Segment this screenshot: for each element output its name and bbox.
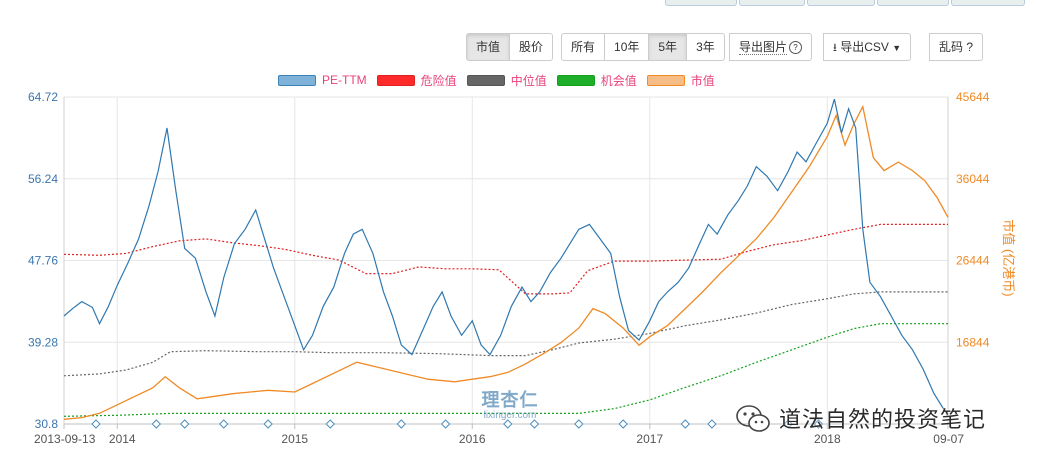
export-csv-label: 导出CSV — [840, 40, 889, 54]
event-marker — [680, 419, 690, 429]
y-left-tick-label: 30.8 — [35, 417, 59, 431]
legend-swatch-market-cap — [646, 74, 685, 86]
y-right-tick-label: 45644 — [956, 90, 990, 104]
wechat-signature: 道法自然的投资笔记 — [735, 402, 986, 434]
event-marker — [618, 419, 628, 429]
export-csv-group: ⭳ 导出CSV ▼ — [823, 33, 912, 61]
y-left-tick-label: 47.76 — [28, 254, 58, 268]
chart-legend: PE-TTM 危险值 中位值 机会值 市值 — [278, 72, 725, 88]
metric-toggle-group: 市值 股价 — [466, 33, 554, 61]
legend-label-pe-ttm: PE-TTM — [322, 73, 367, 87]
series-pe-ttm — [63, 98, 949, 415]
x-tick-label: 2015 — [281, 432, 308, 446]
download-icon: ⭳ — [833, 42, 837, 54]
event-marker — [396, 419, 406, 429]
watermark-en: lixinger.com — [483, 410, 537, 421]
event-marker — [179, 419, 190, 429]
export-image-label: 导出图片 — [739, 40, 788, 55]
range-toggle-group: 所有 10年 5年 3年 — [561, 33, 725, 61]
metric-price-button[interactable]: 股价 — [510, 33, 554, 61]
x-axis: 2013-09-13 2014 2015 2016 2017 2018 09-07 — [34, 424, 964, 446]
event-marker — [574, 419, 584, 429]
series-opportunity — [63, 323, 948, 417]
legend-item-opportunity[interactable]: 机会值 — [556, 72, 637, 89]
event-marker — [219, 419, 229, 429]
wechat-icon — [736, 405, 770, 432]
range-5y-button[interactable]: 5年 — [649, 33, 688, 61]
garbled-group: 乱码 ? — [929, 33, 984, 61]
legend-item-median[interactable]: 中位值 — [466, 72, 547, 89]
x-tick-label: 09-07 — [933, 432, 964, 446]
export-image-button[interactable]: 导出图片? — [729, 33, 813, 61]
legend-item-pe-ttm[interactable]: PE-TTM — [278, 73, 367, 87]
event-marker — [325, 419, 335, 429]
help-icon: ? — [789, 41, 803, 54]
legend-item-danger[interactable]: 危险值 — [376, 72, 457, 89]
event-marker — [91, 419, 101, 429]
event-marker — [263, 419, 273, 429]
series-median — [63, 291, 948, 377]
watermark-cn: 理杏仁 — [481, 390, 539, 410]
y-left-tick-label: 64.72 — [28, 90, 58, 104]
range-10y-button[interactable]: 10年 — [605, 33, 650, 61]
x-tick-label: 2014 — [109, 432, 136, 446]
legend-swatch-opportunity — [556, 74, 595, 86]
event-marker — [783, 419, 793, 429]
event-markers — [91, 419, 824, 429]
legend-label-median: 中位值 — [510, 73, 547, 88]
lixinger-watermark: 理杏仁 lixinger.com — [470, 386, 550, 421]
caret-down-icon: ▼ — [892, 43, 902, 53]
y-right-tick-label: 36044 — [956, 172, 990, 186]
range-3y-button[interactable]: 3年 — [687, 33, 725, 61]
series-market-cap — [63, 104, 949, 420]
y-right-tick-label: 26444 — [956, 254, 990, 268]
export-image-group: 导出图片? — [729, 33, 813, 61]
legend-label-danger: 危险值 — [420, 73, 457, 88]
top-tab-strip — [665, 0, 1037, 6]
x-tick-label: 2017 — [636, 432, 663, 446]
range-all-button[interactable]: 所有 — [561, 33, 606, 61]
legend-swatch-median — [466, 74, 505, 86]
legend-label-opportunity: 机会值 — [600, 73, 637, 88]
garbled-help-button[interactable]: 乱码 ? — [929, 33, 984, 61]
export-csv-button[interactable]: ⭳ 导出CSV ▼ — [823, 33, 912, 61]
x-tick-label: 2018 — [814, 432, 841, 446]
event-marker — [440, 419, 451, 429]
metric-market-cap-button[interactable]: 市值 — [466, 33, 511, 61]
event-marker — [503, 419, 513, 429]
event-marker — [707, 419, 717, 429]
event-marker — [529, 419, 540, 429]
x-tick-label: 2016 — [459, 432, 486, 446]
legend-swatch-pe-ttm — [278, 74, 316, 86]
legend-swatch-danger — [376, 74, 415, 86]
series-danger — [63, 223, 948, 295]
event-marker — [813, 419, 824, 429]
x-tick-label: 2013-09-13 — [34, 432, 96, 446]
event-marker — [151, 419, 162, 429]
right-axis-title: 市值 (亿港币) — [1001, 219, 1016, 296]
y-left-tick-label: 39.28 — [28, 335, 58, 349]
wechat-signature-text: 道法自然的投资笔记 — [779, 407, 987, 432]
left-y-axis: 30.8 39.28 47.76 56.24 64.72 — [28, 90, 58, 431]
y-right-tick-label: 16844 — [956, 335, 990, 349]
legend-item-market-cap[interactable]: 市值 — [646, 72, 715, 89]
chart-series — [63, 98, 949, 420]
right-y-axis: 16844 26444 36044 45644 — [956, 90, 990, 349]
legend-label-market-cap: 市值 — [690, 73, 715, 88]
y-left-tick-label: 56.24 — [28, 172, 58, 186]
